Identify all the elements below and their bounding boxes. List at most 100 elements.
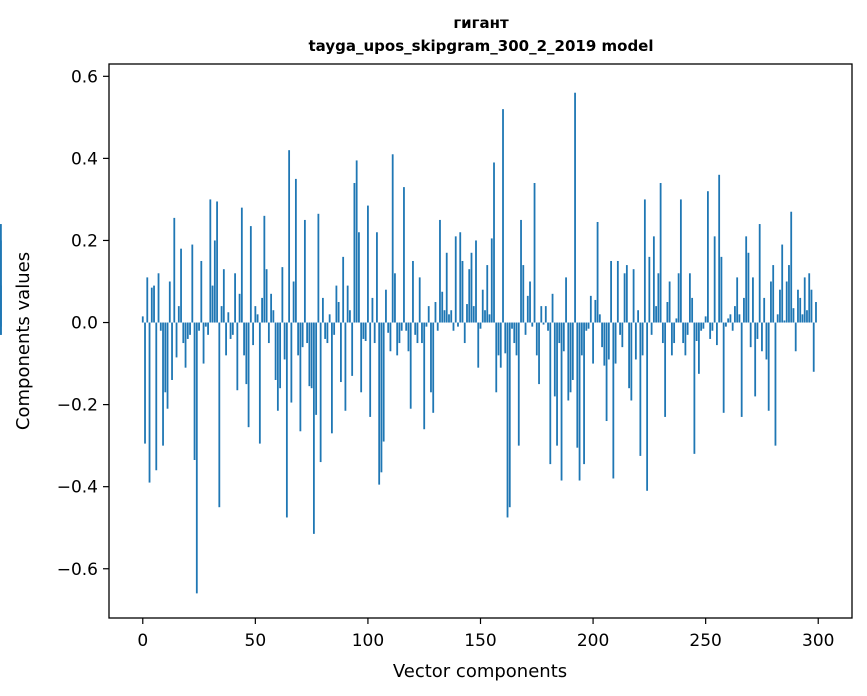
bar [430, 322, 432, 393]
bar [403, 187, 405, 323]
bar [517, 322, 520, 446]
bar [409, 322, 412, 409]
bar [263, 215, 266, 323]
bar [785, 281, 788, 323]
bar [180, 248, 182, 323]
bar [743, 297, 745, 323]
bar [450, 310, 453, 323]
bar [666, 302, 669, 323]
bar [493, 162, 495, 323]
bar [486, 265, 489, 323]
bar [547, 322, 549, 331]
bar [234, 273, 236, 323]
bar [376, 232, 378, 323]
bar [184, 322, 187, 368]
bar [484, 310, 486, 323]
chart-title: гигант [453, 14, 509, 32]
bar [707, 191, 709, 323]
bar [776, 314, 779, 323]
bar [209, 199, 212, 323]
bar [722, 322, 725, 413]
bar [398, 322, 401, 344]
bar [675, 318, 678, 323]
bar [729, 314, 732, 323]
bar [236, 322, 239, 391]
bar [207, 322, 209, 335]
bar [315, 322, 318, 415]
bar [792, 308, 795, 323]
bar [567, 322, 570, 401]
bar [472, 306, 475, 323]
bar [387, 322, 390, 333]
bar [301, 322, 304, 348]
bar [661, 322, 664, 344]
bar [245, 322, 248, 385]
bar [515, 322, 518, 356]
bar [553, 322, 556, 397]
bar [587, 322, 590, 329]
bar [511, 322, 513, 329]
bar [779, 289, 781, 323]
bar [576, 322, 579, 448]
bar [157, 273, 160, 323]
bar [490, 238, 493, 323]
bar [285, 322, 288, 518]
bar [481, 289, 484, 323]
bar [788, 265, 790, 323]
bar [222, 269, 225, 323]
bar [607, 322, 610, 360]
bar [303, 219, 306, 323]
bar [225, 322, 227, 356]
bar [177, 306, 180, 323]
bar [531, 322, 534, 327]
bar [229, 322, 232, 339]
bar [362, 322, 365, 339]
bar [412, 260, 414, 323]
bar [457, 322, 459, 327]
bar [382, 322, 385, 442]
bar [220, 306, 223, 323]
bar [312, 322, 315, 534]
bar [810, 289, 813, 323]
bar [240, 207, 243, 323]
bar [267, 322, 270, 344]
bar [646, 322, 649, 491]
x-tick-label: 250 [689, 631, 721, 651]
bar [213, 240, 216, 323]
bar [186, 322, 189, 339]
bar [812, 322, 815, 372]
bar [479, 322, 482, 329]
bar [522, 265, 525, 323]
bar [310, 322, 313, 389]
bar [589, 295, 592, 323]
bar [688, 273, 691, 323]
bar [603, 322, 606, 366]
bar [695, 322, 698, 341]
bar [418, 277, 421, 323]
bar [569, 322, 572, 393]
bar [702, 322, 705, 329]
bar [367, 205, 369, 323]
bar [306, 322, 309, 344]
bar [249, 226, 252, 323]
bar [204, 322, 207, 327]
x-axis-ticks: 0 50 100 150 200 250 300 [137, 618, 834, 651]
bar [698, 322, 700, 374]
chart-subtitle: tayga_upos_skipgram_300_2_2019 model [309, 37, 654, 55]
bar [168, 281, 171, 323]
y-tick-label: 0.4 [71, 149, 98, 169]
bar [346, 285, 349, 323]
bar [425, 322, 428, 327]
bar [364, 322, 367, 341]
bar [421, 322, 423, 344]
bar [414, 322, 417, 335]
bar [144, 322, 146, 444]
bar [0, 285, 2, 323]
bar [799, 297, 802, 323]
bar [407, 322, 410, 352]
y-tick-label: −0.6 [57, 560, 98, 580]
bar [594, 299, 597, 323]
bar [772, 265, 775, 323]
bar [529, 281, 531, 323]
